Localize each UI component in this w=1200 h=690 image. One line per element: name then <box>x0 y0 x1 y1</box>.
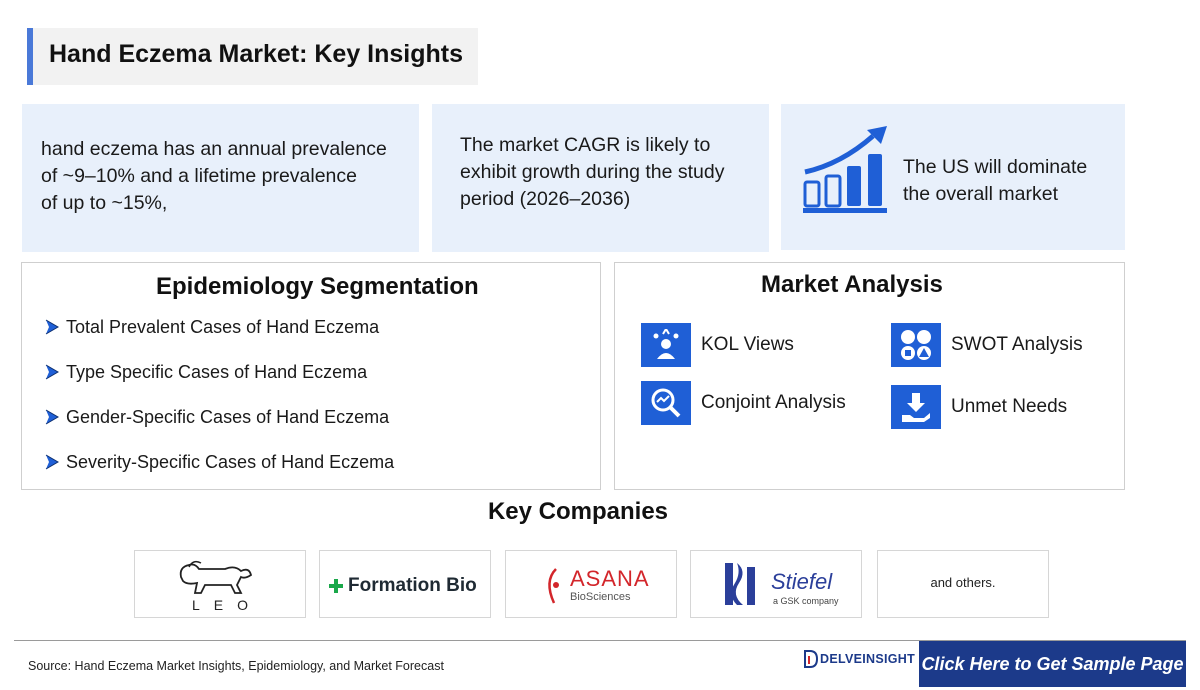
company-others: and others. <box>877 550 1049 618</box>
chevron-right-icon <box>45 409 59 425</box>
analysis-label: Conjoint Analysis <box>701 392 846 413</box>
insight-card-us: The US will dominate the overall market <box>781 104 1125 250</box>
list-item: Gender-Specific Cases of Hand Eczema <box>42 404 389 430</box>
analysis-item-unmet-needs: Unmet Needs <box>891 385 1067 429</box>
segment-label: Total Prevalent Cases of Hand Eczema <box>66 316 380 337</box>
title-banner: Hand Eczema Market: Key Insights <box>27 28 478 85</box>
stiefel-mark-icon <box>725 563 755 605</box>
segment-label: Gender-Specific Cases of Hand Eczema <box>66 406 390 427</box>
segment-label: Severity-Specific Cases of Hand Eczema <box>66 451 395 472</box>
stiefel-subtitle: a GSK company <box>773 596 839 606</box>
insight-line: of ~9–10% and a lifetime prevalence <box>41 165 357 187</box>
insight-card-prevalence: hand eczema has an annual prevalence of … <box>22 104 419 252</box>
analysis-item-kol: KOL Views <box>641 323 794 367</box>
stiefel-wordmark: Stiefel <box>771 569 833 594</box>
swot-icon <box>891 323 941 367</box>
company-logo-asana: ASANA BioSciences <box>505 550 677 618</box>
growth-chart-icon <box>803 126 887 213</box>
insight-line: period (2026–2036) <box>460 188 631 210</box>
company-logo-stiefel: Stiefel a GSK company <box>690 550 862 618</box>
insight-line: exhibit growth during the study <box>460 161 725 183</box>
chevron-right-icon <box>45 364 59 380</box>
company-logo-formation-bio: Formation Bio <box>319 550 491 618</box>
list-item: Total Prevalent Cases of Hand Eczema <box>42 314 379 340</box>
insight-line: hand eczema has an annual prevalence <box>41 138 387 160</box>
company-logo-leo: LEO <box>134 550 306 618</box>
lion-icon <box>179 560 253 594</box>
market-analysis-panel: Market Analysis KOL Views SWOT Analysis … <box>614 262 1125 490</box>
unmet-needs-icon <box>891 385 941 429</box>
epidemiology-title: Epidemiology Segmentation <box>156 273 479 300</box>
segment-label: Type Specific Cases of Hand Eczema <box>66 361 368 382</box>
formation-bio-wordmark: Formation Bio <box>348 575 477 596</box>
insight-card-cagr: The market CAGR is likely to exhibit gro… <box>432 104 769 252</box>
brand-mark-icon <box>804 650 818 668</box>
chevron-right-icon <box>45 454 59 470</box>
sample-page-button[interactable]: Click Here to Get Sample Page <box>919 641 1186 687</box>
market-analysis-title: Market Analysis <box>761 271 943 298</box>
page-title: Hand Eczema Market: Key Insights <box>49 40 464 68</box>
chevron-right-icon <box>45 319 59 335</box>
conjoint-icon <box>641 381 691 425</box>
asana-mark-icon <box>548 568 559 604</box>
footer-divider <box>14 640 1186 641</box>
list-item: Type Specific Cases of Hand Eczema <box>42 359 367 385</box>
list-item: Severity-Specific Cases of Hand Eczema <box>42 449 394 475</box>
kol-icon <box>641 323 691 367</box>
plus-icon <box>329 579 343 593</box>
analysis-item-conjoint: Conjoint Analysis <box>641 381 846 425</box>
asana-wordmark: ASANA <box>570 566 650 591</box>
analysis-label: Unmet Needs <box>951 396 1068 417</box>
delveinsight-logo: DELVEINSIGHT <box>804 650 915 668</box>
analysis-label: SWOT Analysis <box>951 334 1083 355</box>
source-note: Source: Hand Eczema Market Insights, Epi… <box>28 659 444 673</box>
epidemiology-panel: Epidemiology Segmentation Total Prevalen… <box>21 262 601 490</box>
analysis-item-swot: SWOT Analysis <box>891 323 1083 367</box>
key-companies-title: Key Companies <box>487 498 669 525</box>
others-text: and others. <box>930 575 996 590</box>
insight-line: the overall market <box>903 183 1058 205</box>
insight-line: of up to ~15%, <box>41 192 168 214</box>
leo-wordmark: LEO <box>191 597 262 613</box>
brand-wordmark: DELVEINSIGHT <box>820 652 916 666</box>
analysis-label: KOL Views <box>701 334 794 355</box>
insight-line: The market CAGR is likely to <box>460 134 711 156</box>
insight-line: The US will dominate <box>903 156 1088 178</box>
asana-subtitle: BioSciences <box>570 591 631 603</box>
